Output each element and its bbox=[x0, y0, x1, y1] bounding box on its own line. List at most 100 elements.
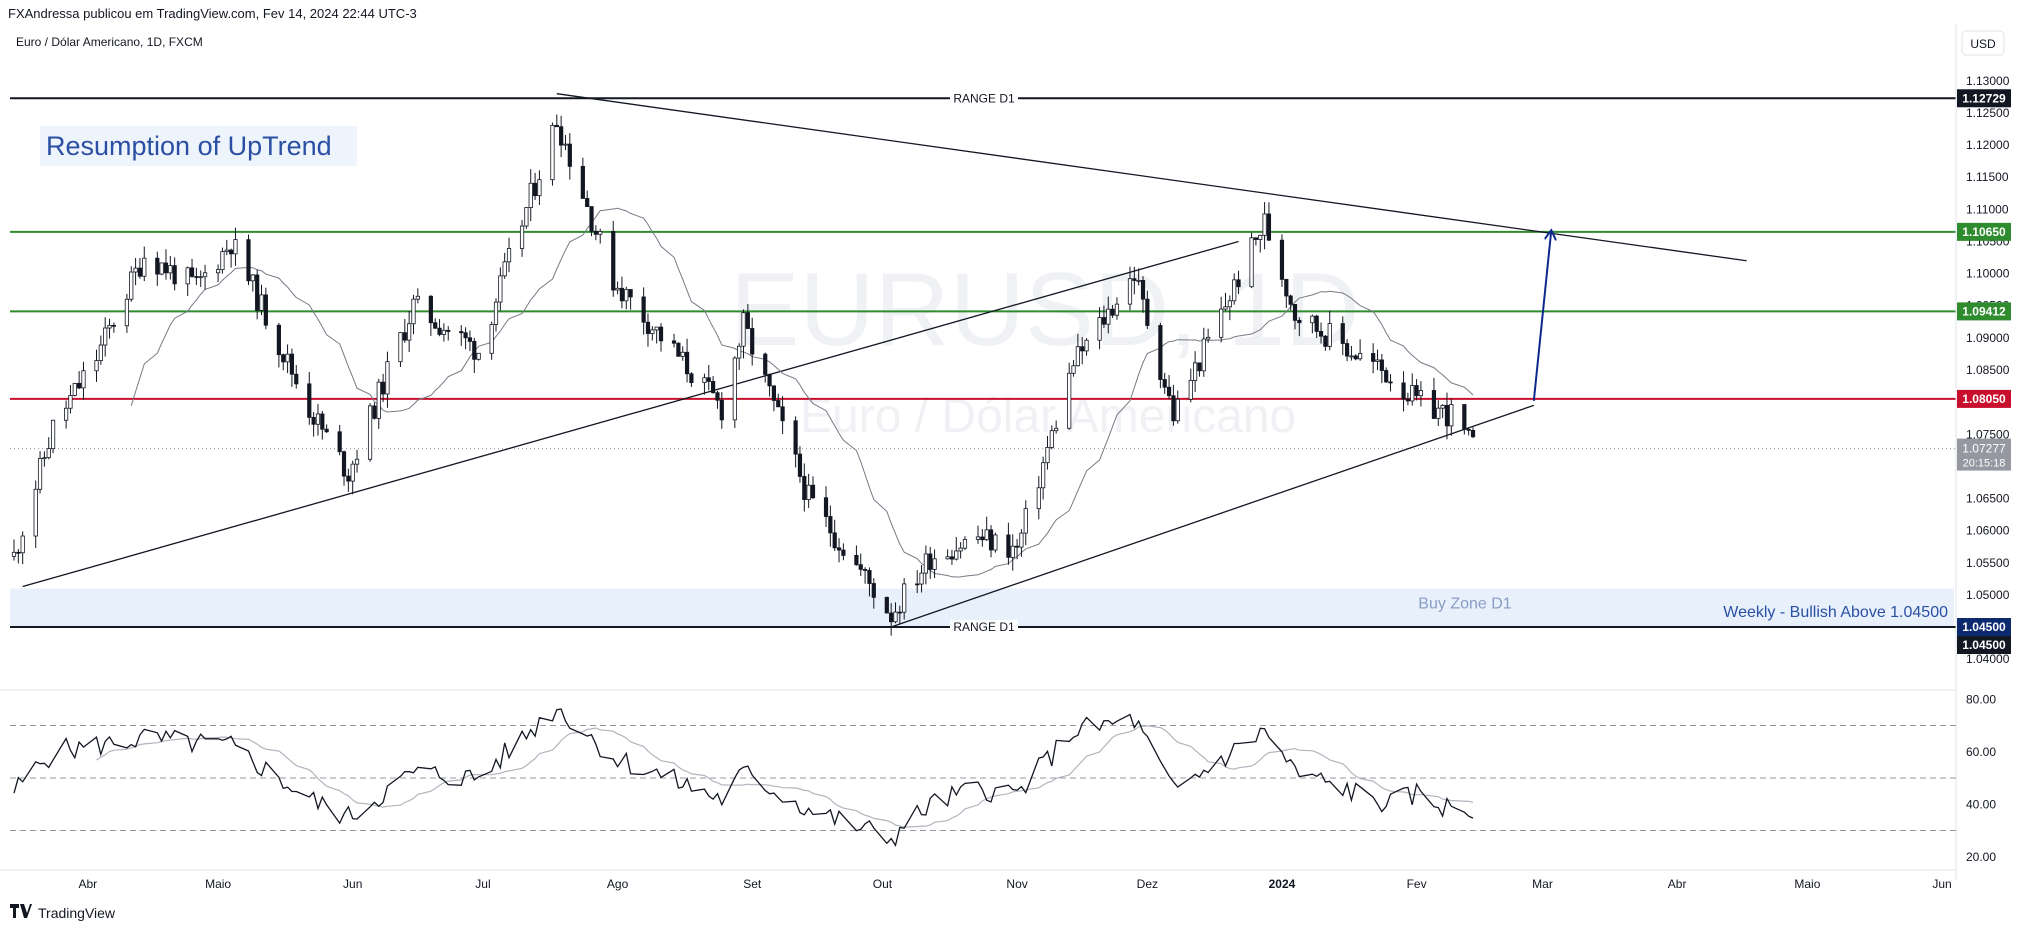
time-axis-label: Mar bbox=[1532, 877, 1553, 891]
candle-body bbox=[1431, 390, 1437, 419]
candle-body bbox=[202, 272, 208, 278]
candle-body bbox=[1162, 379, 1167, 388]
usd-button[interactable]: USD bbox=[1961, 30, 2005, 56]
candle-body bbox=[1266, 213, 1272, 241]
candle-body bbox=[1175, 398, 1180, 422]
candle-body bbox=[806, 484, 811, 500]
candle-body bbox=[33, 488, 38, 537]
candle-body bbox=[246, 239, 251, 282]
candle-body bbox=[320, 413, 325, 430]
candle-body bbox=[867, 570, 872, 584]
candle-body bbox=[289, 353, 295, 375]
countdown-label: 20:15:18 bbox=[1963, 458, 2006, 470]
candle-body bbox=[1379, 359, 1384, 371]
candle-body bbox=[415, 295, 420, 300]
range-d1-bottom-label: RANGE D1 bbox=[953, 620, 1015, 634]
candle-body bbox=[871, 583, 876, 598]
candle-body bbox=[1340, 323, 1345, 344]
candle-body bbox=[354, 458, 360, 465]
candle-body bbox=[1219, 308, 1224, 338]
svg-text:Resumption of UpTrend: Resumption of UpTrend bbox=[46, 131, 332, 161]
candle-body bbox=[1006, 534, 1011, 558]
candle-body bbox=[919, 572, 924, 585]
candle-body bbox=[797, 453, 803, 477]
range-d1-top-label: RANGE D1 bbox=[953, 91, 1015, 105]
candle-body bbox=[194, 276, 199, 278]
candle-body bbox=[750, 328, 755, 355]
candle-body bbox=[1049, 430, 1054, 448]
price-axis-label: 1.05000 bbox=[1966, 588, 2010, 602]
rsi-signal-line bbox=[96, 725, 1474, 828]
candle-body bbox=[433, 322, 438, 329]
candle-body bbox=[1466, 428, 1471, 431]
candle-body bbox=[1371, 353, 1376, 362]
candle-body bbox=[1318, 330, 1324, 337]
range-label-bg bbox=[950, 620, 1018, 635]
price-axis-label: 1.06500 bbox=[1966, 492, 2010, 506]
price-tag-label: 1.09412 bbox=[1962, 304, 2006, 318]
svg-text:USD: USD bbox=[1970, 37, 1996, 51]
candle-body bbox=[489, 324, 494, 354]
candle-body bbox=[559, 126, 564, 146]
candle-body bbox=[111, 324, 116, 327]
candle-body bbox=[680, 351, 685, 357]
candle-body bbox=[767, 374, 772, 387]
footer-brand[interactable]: TradingView bbox=[10, 904, 115, 922]
candle-body bbox=[737, 345, 742, 359]
rsi-axis-ticks: 80.00 60.00 40.00 20.00 bbox=[1966, 692, 1996, 864]
candle-body bbox=[1188, 380, 1193, 400]
time-axis-label: Out bbox=[873, 877, 893, 891]
time-axis-label: Maio bbox=[205, 877, 231, 891]
candle-body bbox=[793, 420, 798, 455]
rsi-axis-label: 80.00 bbox=[1966, 692, 1996, 706]
time-axis-label: Jul bbox=[475, 877, 490, 891]
candle-body bbox=[1014, 545, 1020, 548]
candle-body bbox=[1314, 315, 1319, 332]
candle-body bbox=[1023, 508, 1028, 534]
candle-body bbox=[580, 165, 585, 199]
candle-body bbox=[810, 484, 816, 499]
price-axis-label: 1.05500 bbox=[1966, 556, 2010, 570]
candle-body bbox=[884, 596, 889, 614]
candle-body bbox=[372, 405, 377, 419]
candle-body bbox=[1262, 213, 1267, 236]
price-axis-label: 1.12500 bbox=[1966, 106, 2010, 120]
candle-body bbox=[493, 301, 499, 325]
candle-body bbox=[628, 289, 633, 298]
price-axis-label: 1.13000 bbox=[1966, 74, 2010, 88]
time-axis-label: 2024 bbox=[1269, 877, 1296, 891]
candle-body bbox=[763, 353, 768, 375]
price-level-tags: 1.12729 1.10650 1.09412 1.08050 1.04500 1.045… bbox=[1957, 89, 2011, 655]
rsi-axis-label: 20.00 bbox=[1966, 850, 1996, 864]
price-tag-label: 1.12729 bbox=[1962, 91, 2006, 105]
candle-body bbox=[958, 547, 963, 552]
buy-zone-label: Buy Zone D1 bbox=[1418, 595, 1511, 612]
candle-body bbox=[532, 182, 538, 197]
candle-body bbox=[224, 249, 229, 252]
candle-body bbox=[519, 225, 525, 249]
candle-body bbox=[902, 583, 907, 613]
price-tag bbox=[1957, 389, 2011, 408]
candle-body bbox=[307, 383, 312, 418]
candle-body bbox=[463, 332, 468, 339]
candle-body bbox=[1440, 404, 1445, 409]
candle-body bbox=[1080, 346, 1085, 352]
candle-body bbox=[654, 326, 659, 331]
candle-body bbox=[528, 182, 533, 209]
candle-body bbox=[163, 262, 169, 274]
candle-body bbox=[437, 327, 442, 335]
candle-body bbox=[1136, 280, 1141, 282]
tradingview-logo-icon bbox=[10, 904, 32, 922]
candle-body bbox=[198, 276, 203, 279]
candle-body bbox=[1084, 339, 1089, 352]
candle-body bbox=[1249, 237, 1254, 288]
candle-body bbox=[124, 298, 130, 327]
time-axis-label: Jun bbox=[1932, 877, 1951, 891]
symbol-watermark: EURUSD, 1D Euro / Dólar Americano bbox=[730, 252, 1360, 443]
moving-average bbox=[130, 207, 1474, 578]
chart-title: Euro / Dólar Americano, 1D, FXCM bbox=[16, 35, 203, 49]
candle-body bbox=[1232, 279, 1237, 302]
candle-body bbox=[350, 463, 355, 482]
price-axis-label: 1.06000 bbox=[1966, 524, 2010, 538]
